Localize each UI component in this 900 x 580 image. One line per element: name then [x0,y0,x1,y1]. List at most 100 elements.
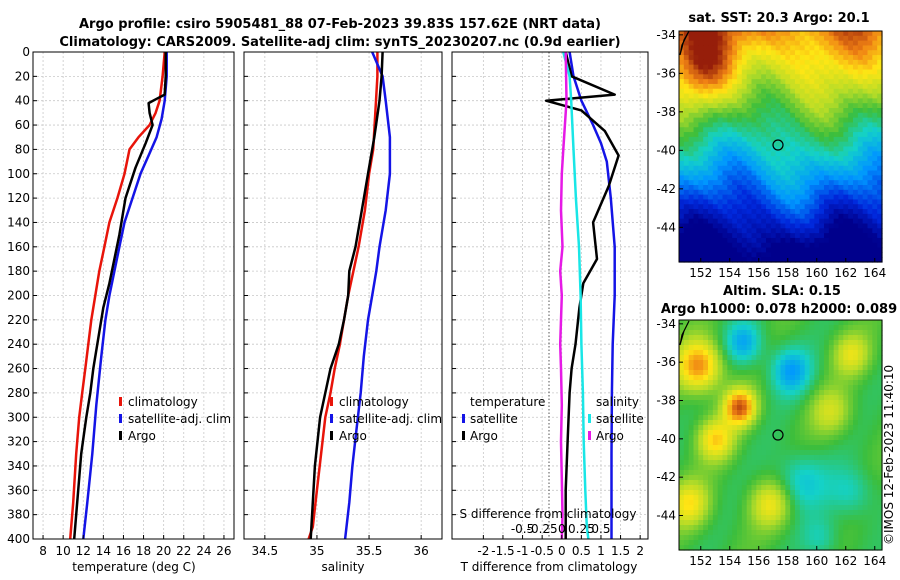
heatmap-cell [693,199,699,205]
heatmap-cell [833,223,840,229]
heatmap-cell [809,515,815,521]
heatmap-cell [703,242,709,249]
heatmap-cell [698,335,704,341]
heatmap-cell [770,117,777,124]
heatmap-cell [751,545,757,551]
heatmap-cell [746,156,753,162]
heatmap-cell [688,460,695,466]
heatmap-cell [679,103,685,109]
heatmap-cell [708,132,714,138]
heatmap-cell [848,170,854,176]
heatmap-cell [790,40,796,47]
heatmap-cell [809,440,815,446]
heatmap-cell [814,340,820,346]
heatmap-cell [809,228,815,234]
heatmap-cell [737,495,743,501]
heatmap-cell [766,247,772,253]
heatmap-cell [857,350,864,356]
heatmap-cell [867,31,873,37]
heatmap-cell [737,460,743,466]
heatmap-cell [766,218,772,225]
heatmap-cell [877,218,883,225]
heatmap-cell [838,122,844,128]
heatmap-cell [775,540,782,546]
heatmap-cell [877,136,883,143]
heatmap-cell [872,98,878,104]
heatmap-cell [853,35,859,42]
heatmap-cell [756,480,762,486]
heatmap-cell [698,64,704,71]
heatmap-cell [833,165,840,172]
x-tick-label: 24 [196,544,211,558]
heatmap-cell [877,237,883,244]
heatmap-cell [853,40,859,47]
heatmap-cell [683,59,690,66]
heatmap-cell [819,360,825,366]
heatmap-cell [848,380,854,386]
heatmap-cell [814,390,820,396]
heatmap-cell [819,355,825,361]
heatmap-cell [828,185,835,191]
heatmap-cell [877,88,883,95]
heatmap-cell [828,525,835,531]
heatmap-cell [809,320,815,326]
heatmap-cell [732,460,738,466]
heatmap-cell [814,495,820,501]
heatmap-cell [814,475,820,481]
heatmap-cell [708,470,714,476]
heatmap-cell [727,122,733,128]
heatmap-cell [746,435,753,441]
heatmap-cell [693,530,699,536]
heatmap-cell [809,79,815,85]
heatmap-cell [775,475,782,481]
heatmap-cell [828,141,835,148]
heatmap-cell [795,252,801,258]
heatmap-cell [770,74,777,80]
heatmap-cell [843,470,849,476]
heatmap-cell [790,98,796,104]
heatmap-cell [761,395,767,401]
heatmap-cell [857,50,864,56]
heatmap-cell [848,112,854,119]
heatmap-cell [857,325,864,331]
heatmap-cell [819,320,825,326]
heatmap-cell [828,415,835,421]
heatmap-cell [741,93,748,99]
heatmap-cell [746,430,753,436]
heatmap-cell [804,79,811,85]
heatmap-cell [785,55,791,61]
heatmap-cell [799,40,806,47]
heatmap-cell [799,375,806,381]
heatmap-cell [848,228,854,234]
heatmap-cell [819,420,825,426]
heatmap-cell [761,257,767,263]
temperature-xlabel: temperature (deg C) [72,560,195,574]
heatmap-cell [785,365,791,371]
heatmap-cell [799,340,806,346]
heatmap-cell [722,330,728,336]
heatmap-cell [790,420,796,426]
heatmap-cell [683,515,690,521]
heatmap-cell [746,233,753,239]
heatmap-cell [741,185,748,191]
heatmap-cell [867,370,873,376]
heatmap-cell [746,112,753,119]
heatmap-cell [717,355,724,361]
heatmap-cell [862,141,869,148]
heatmap-cell [698,194,704,201]
heatmap-cell [683,103,690,109]
heatmap-cell [722,510,728,516]
heatmap-cell [683,465,690,471]
heatmap-cell [833,112,840,119]
heatmap-cell [703,510,709,516]
sst-map-frame [678,30,883,263]
heatmap-cell [688,180,695,186]
heatmap-cell [708,380,714,386]
heatmap-cell [679,223,685,229]
heatmap-cell [853,410,859,416]
heatmap-cell [877,450,883,456]
map-x-tick-label: 154 [718,554,741,568]
heatmap-cell [727,485,733,491]
heatmap-cell [688,189,695,196]
heatmap-cell [843,495,849,501]
